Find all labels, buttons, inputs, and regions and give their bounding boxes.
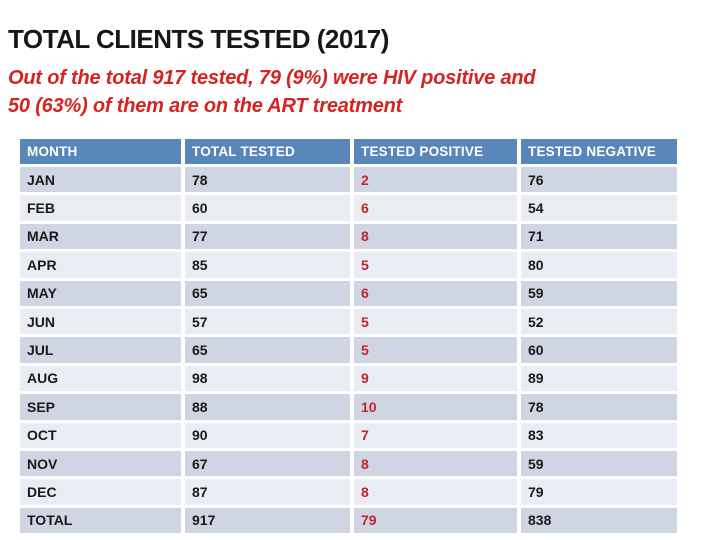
month-cell: APR — [20, 252, 185, 281]
table-row: AUG 98 9 89 — [20, 365, 677, 395]
total-tested-cell: 57 — [185, 308, 354, 338]
total-tested-cell: 78 — [185, 167, 354, 196]
tested-negative-cell: 71 — [521, 223, 677, 253]
month-cell: JUN — [20, 308, 185, 338]
tested-positive-cell: 10 — [354, 394, 521, 423]
total-tested-cell: 917 — [185, 507, 354, 537]
tested-negative-cell: 60 — [521, 337, 677, 366]
table-row-total: TOTAL 917 79 838 — [20, 507, 677, 537]
table-row: MAR 77 8 71 — [20, 223, 677, 253]
month-cell: NOV — [20, 450, 185, 480]
tested-positive-cell: 5 — [354, 308, 521, 338]
month-cell: TOTAL — [20, 507, 185, 537]
table-row: JAN 78 2 76 — [20, 167, 677, 196]
month-cell: MAR — [20, 223, 185, 253]
tested-negative-cell: 83 — [521, 422, 677, 451]
tested-negative-cell: 59 — [521, 450, 677, 480]
slide-subtitle: Out of the total 917 tested, 79 (9%) wer… — [8, 64, 698, 120]
column-header-total-tested: TOTAL TESTED — [185, 139, 354, 167]
tested-negative-cell: 59 — [521, 280, 677, 309]
table-row: APR 85 5 80 — [20, 252, 677, 281]
tested-negative-cell: 52 — [521, 308, 677, 338]
table-row: FEB 60 6 54 — [20, 195, 677, 224]
month-cell: OCT — [20, 422, 185, 451]
tested-positive-cell: 8 — [354, 479, 521, 508]
tested-positive-cell: 5 — [354, 337, 521, 366]
tested-negative-cell: 80 — [521, 252, 677, 281]
total-tested-cell: 98 — [185, 365, 354, 395]
clients-tested-table: MONTH TOTAL TESTED TESTED POSITIVE TESTE… — [20, 139, 677, 537]
tested-negative-cell: 76 — [521, 167, 677, 196]
tested-positive-cell: 6 — [354, 195, 521, 224]
tested-positive-cell: 5 — [354, 252, 521, 281]
tested-positive-cell: 7 — [354, 422, 521, 451]
total-tested-cell: 88 — [185, 394, 354, 423]
tested-negative-cell: 838 — [521, 507, 677, 537]
column-header-tested-negative: TESTED NEGATIVE — [521, 139, 677, 167]
tested-positive-cell: 79 — [354, 507, 521, 537]
table-row: JUL 65 5 60 — [20, 337, 677, 366]
tested-negative-cell: 89 — [521, 365, 677, 395]
tested-negative-cell: 54 — [521, 195, 677, 224]
total-tested-cell: 87 — [185, 479, 354, 508]
total-tested-cell: 85 — [185, 252, 354, 281]
total-tested-cell: 65 — [185, 337, 354, 366]
month-cell: DEC — [20, 479, 185, 508]
table-row: DEC 87 8 79 — [20, 479, 677, 508]
total-tested-cell: 90 — [185, 422, 354, 451]
total-tested-cell: 77 — [185, 223, 354, 253]
tested-positive-cell: 6 — [354, 280, 521, 309]
tested-positive-cell: 8 — [354, 223, 521, 253]
month-cell: SEP — [20, 394, 185, 423]
month-cell: FEB — [20, 195, 185, 224]
subtitle-line-1: Out of the total 917 tested, 79 (9%) wer… — [8, 67, 536, 89]
month-cell: JUL — [20, 337, 185, 366]
tested-positive-cell: 9 — [354, 365, 521, 395]
column-header-tested-positive: TESTED POSITIVE — [354, 139, 521, 167]
total-tested-cell: 65 — [185, 280, 354, 309]
month-cell: MAY — [20, 280, 185, 309]
month-cell: JAN — [20, 167, 185, 196]
clients-tested-table-container: MONTH TOTAL TESTED TESTED POSITIVE TESTE… — [20, 139, 677, 537]
table-row: OCT 90 7 83 — [20, 422, 677, 451]
total-tested-cell: 60 — [185, 195, 354, 224]
tested-negative-cell: 78 — [521, 394, 677, 423]
table-row: SEP 88 10 78 — [20, 394, 677, 423]
tested-negative-cell: 79 — [521, 479, 677, 508]
tested-positive-cell: 2 — [354, 167, 521, 196]
table-row: JUN 57 5 52 — [20, 308, 677, 338]
column-header-month: MONTH — [20, 139, 185, 167]
table-row: NOV 67 8 59 — [20, 450, 677, 480]
subtitle-line-2: 50 (63%) of them are on the ART treatmen… — [8, 95, 403, 117]
table-header-row: MONTH TOTAL TESTED TESTED POSITIVE TESTE… — [20, 139, 677, 167]
total-tested-cell: 67 — [185, 450, 354, 480]
slide-title: TOTAL CLIENTS TESTED (2017) — [8, 24, 389, 54]
table-row: MAY 65 6 59 — [20, 280, 677, 309]
month-cell: AUG — [20, 365, 185, 395]
tested-positive-cell: 8 — [354, 450, 521, 480]
